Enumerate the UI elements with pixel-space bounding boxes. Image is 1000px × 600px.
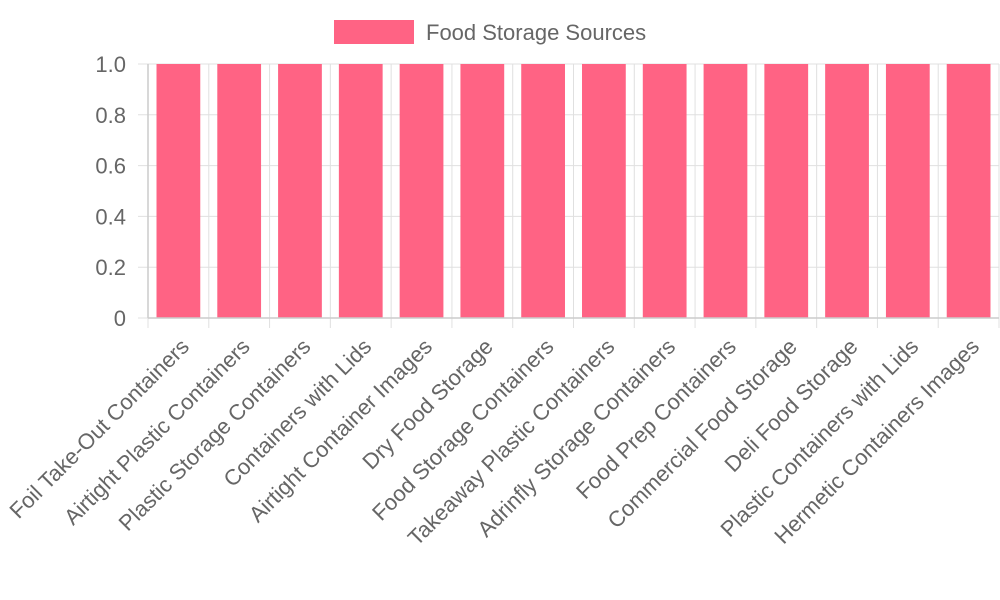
bar[interactable] — [825, 64, 869, 318]
bar[interactable] — [521, 64, 565, 318]
legend-label: Food Storage Sources — [426, 20, 646, 45]
legend[interactable]: Food Storage Sources — [334, 20, 646, 45]
bar-layer — [156, 64, 991, 318]
y-tick-label: 0.8 — [95, 103, 126, 128]
bar[interactable] — [278, 64, 322, 318]
y-tick-label: 0.6 — [95, 154, 126, 179]
y-tick-label: 0.4 — [95, 204, 126, 229]
bar[interactable] — [399, 64, 444, 318]
legend-swatch — [334, 20, 414, 44]
bar[interactable] — [338, 64, 383, 318]
y-tick-label: 1.0 — [95, 52, 126, 77]
grid-layer — [138, 63, 1000, 328]
bar[interactable] — [703, 64, 748, 318]
bar[interactable] — [764, 64, 809, 318]
y-tick-label: 0.2 — [95, 255, 126, 280]
bar[interactable] — [885, 64, 930, 318]
bar[interactable] — [582, 64, 626, 318]
bar[interactable] — [217, 64, 262, 318]
bar[interactable] — [460, 64, 505, 318]
bar[interactable] — [156, 64, 201, 318]
bar[interactable] — [946, 64, 991, 318]
bar[interactable] — [642, 64, 687, 318]
y-tick-label: 0 — [114, 306, 126, 331]
